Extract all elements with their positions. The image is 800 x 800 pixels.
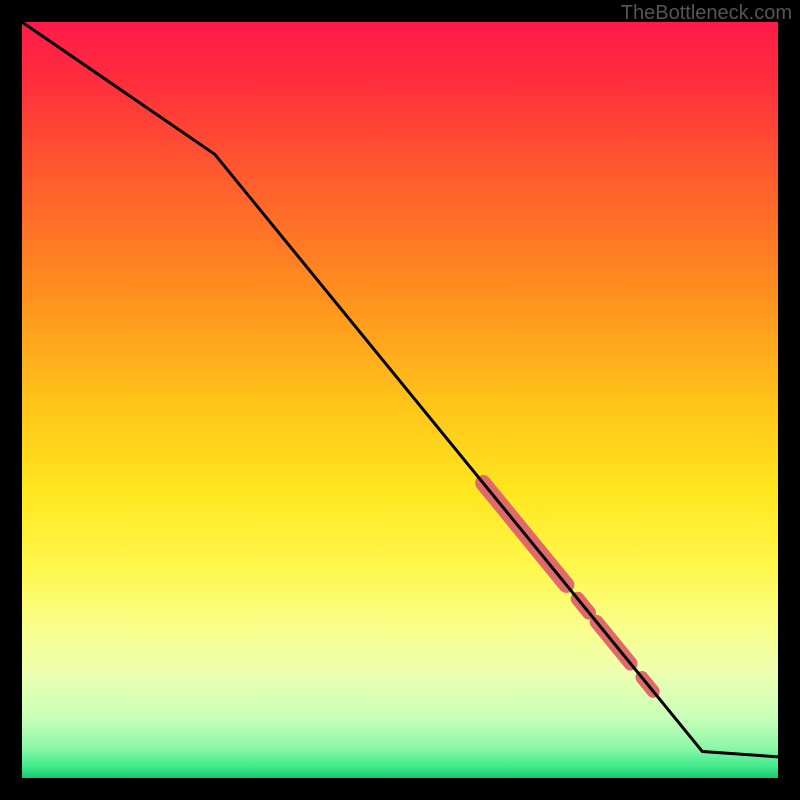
watermark-text: TheBottleneck.com xyxy=(621,2,792,25)
plot-svg xyxy=(22,22,778,778)
plot-area xyxy=(22,22,778,778)
gradient-background xyxy=(22,22,778,778)
chart-container: TheBottleneck.com xyxy=(0,0,800,800)
